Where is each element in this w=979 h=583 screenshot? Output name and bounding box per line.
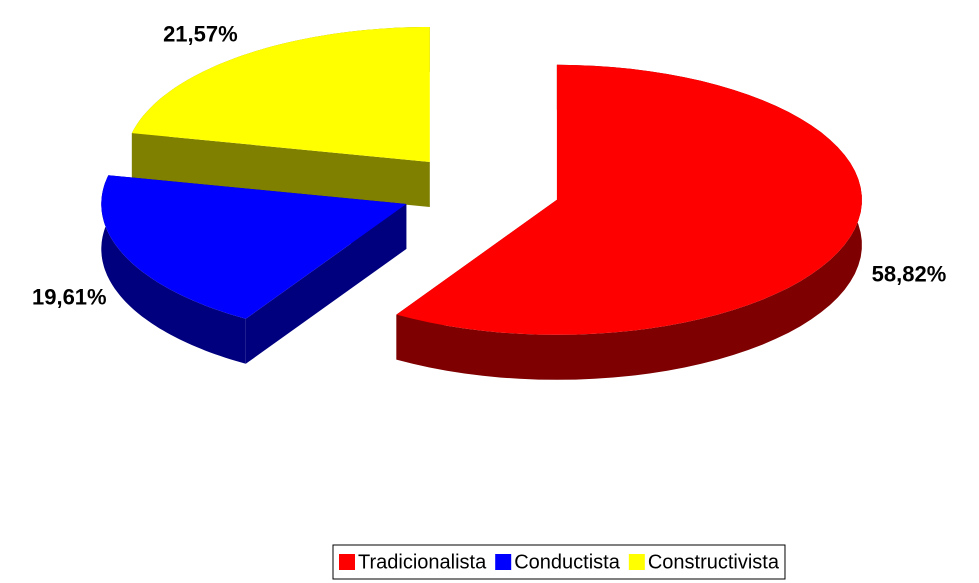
pie-slice: [396, 64, 862, 380]
legend-swatch: [495, 554, 512, 570]
slice-top: [101, 175, 407, 319]
data-label: 21,57%: [163, 22, 238, 47]
slice-wall: [396, 64, 862, 380]
legend-swatch: [628, 554, 645, 570]
legend-label: Constructivista: [648, 551, 780, 573]
slice-top: [396, 64, 862, 335]
legend: Tradicionalista Conductista Constructivist…: [332, 544, 786, 580]
pie-slice: [131, 27, 430, 207]
pie-slice: [101, 175, 407, 364]
legend-label: Tradicionalista: [358, 551, 487, 573]
data-label: 58,82%: [872, 261, 947, 286]
slice-wall: [101, 175, 246, 364]
legend-box: [332, 544, 786, 580]
data-label: 19,61%: [32, 285, 107, 310]
slice-side: [131, 133, 430, 207]
legend-swatch: [339, 554, 355, 570]
legend-label: Conductista: [514, 551, 620, 573]
slice-top: [131, 27, 430, 162]
